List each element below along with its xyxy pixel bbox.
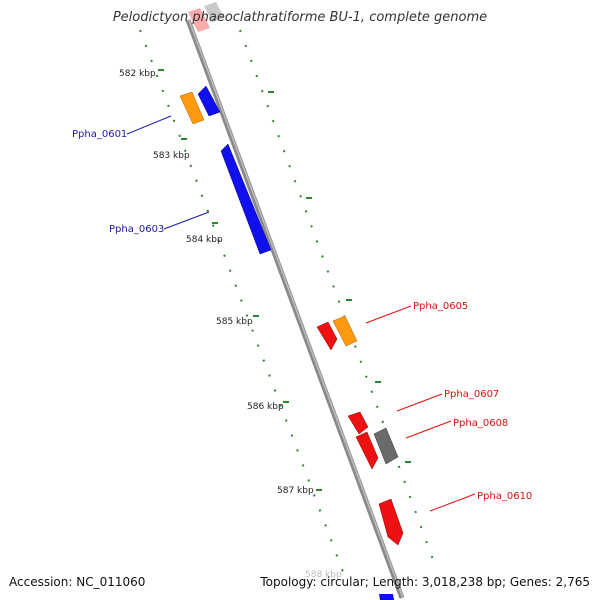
- gene-ppha-0610[interactable]: [378, 498, 404, 546]
- gene-red-1[interactable]: [316, 321, 338, 351]
- backbone-highlight: [188, 19, 404, 599]
- genome-backbone: [185, 19, 405, 599]
- gene-label-ppha-0610[interactable]: Ppha_0610: [477, 491, 532, 502]
- gene-red-2[interactable]: [355, 431, 379, 470]
- gene-label-ppha-0603[interactable]: Ppha_0603: [109, 224, 164, 235]
- major-ticks: [158, 69, 411, 491]
- gene-orange-1[interactable]: [179, 91, 205, 125]
- axis-label-586: 586 kbp: [247, 402, 284, 412]
- map-title: Pelodictyon phaeoclathratiforme BU-1, co…: [112, 10, 488, 25]
- gene-ppha-0601[interactable]: [197, 85, 221, 117]
- gene-label-ppha-0607[interactable]: Ppha_0607: [444, 389, 499, 400]
- axis-label-582: 582 kbp: [119, 69, 156, 79]
- accession-text: Accession: NC_011060: [9, 575, 146, 589]
- gene-label-ppha-0605[interactable]: Ppha_0605: [413, 301, 468, 312]
- gene-ppha-0603[interactable]: [220, 143, 272, 255]
- top-faded-features: [188, 2, 224, 32]
- genome-summary-text: Topology: circular; Length: 3,018,238 bp…: [260, 575, 590, 589]
- leader-lines: [126, 115, 476, 512]
- gene-ppha-0605[interactable]: [332, 315, 358, 347]
- gene-ppha-0607[interactable]: [347, 411, 369, 435]
- gene-ppha-0608[interactable]: [373, 427, 399, 465]
- outer-tick-track: [239, 29, 437, 569]
- axis-label-588: 588 kbp: [305, 570, 342, 580]
- inner-tick-track: [139, 29, 347, 581]
- axis-label-583: 583 kbp: [153, 151, 190, 161]
- gene-label-ppha-0608[interactable]: Ppha_0608: [453, 418, 508, 429]
- axis-label-585: 585 kbp: [216, 317, 253, 327]
- gene-bottom-blue[interactable]: [379, 594, 394, 600]
- axis-label-584: 584 kbp: [186, 235, 223, 245]
- axis-label-587: 587 kbp: [277, 486, 314, 496]
- gene-label-ppha-0601[interactable]: Ppha_0601: [72, 129, 127, 140]
